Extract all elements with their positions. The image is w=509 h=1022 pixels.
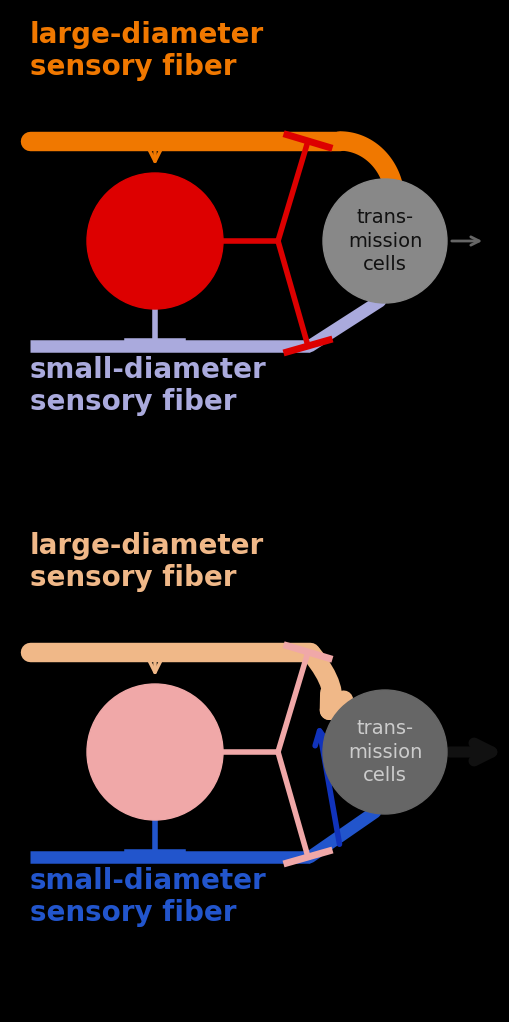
Circle shape <box>322 179 446 303</box>
Text: large-diameter
sensory fiber: large-diameter sensory fiber <box>30 532 264 593</box>
Text: trans-
mission
cells: trans- mission cells <box>347 208 421 274</box>
Text: small-diameter
sensory fiber: small-diameter sensory fiber <box>30 867 266 927</box>
Circle shape <box>87 173 222 309</box>
Text: trans-
mission
cells: trans- mission cells <box>347 719 421 785</box>
Text: small-diameter
sensory fiber: small-diameter sensory fiber <box>30 356 266 416</box>
Text: large-diameter
sensory fiber: large-diameter sensory fiber <box>30 21 264 82</box>
Circle shape <box>322 690 446 814</box>
Circle shape <box>87 684 222 820</box>
